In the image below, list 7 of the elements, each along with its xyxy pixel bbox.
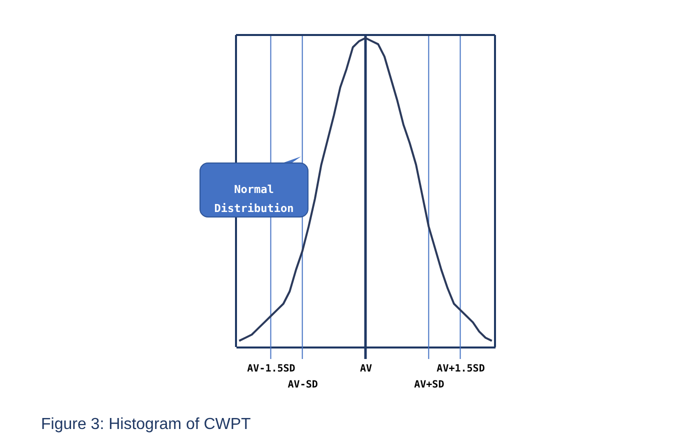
caption: Figure 3: Histogram of CWPT — [41, 416, 252, 433]
x-tick-label: AV-SD — [288, 380, 318, 390]
x-tick-label: AV-1.5SD — [247, 364, 296, 374]
x-tick-label: AV+SD — [414, 380, 444, 390]
x-tick-label: AV — [360, 364, 372, 374]
annotation: Normal Distribution — [214, 183, 294, 215]
x-tick-label: AV+1.5SD — [436, 364, 485, 374]
